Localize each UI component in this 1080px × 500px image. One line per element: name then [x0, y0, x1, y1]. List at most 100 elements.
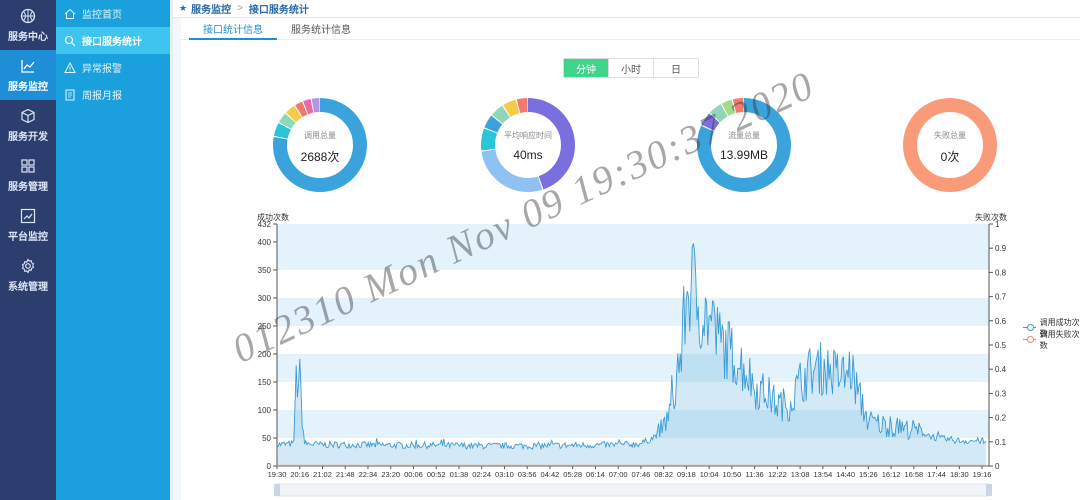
x-tick-label: 20:16	[290, 470, 309, 479]
donut-segment-0[interactable]	[697, 98, 791, 192]
donut-value: 2688次	[300, 150, 340, 164]
donut-segment-1[interactable]	[481, 98, 575, 192]
x-tick-label: 08:32	[654, 470, 673, 479]
legend-item-failure[interactable]: 调用失败次数	[1023, 330, 1080, 350]
trend-plot[interactable]: 0 50 100 150 200 250 300 350 400 432 0 0.1 0.2 0.3 0.4…	[181, 210, 1080, 500]
x-tick-label: 04:42	[541, 470, 560, 479]
granularity-day-button[interactable]: 日	[671, 64, 681, 76]
success-series-line[interactable]	[276, 243, 987, 451]
x-tick-label: 16:12	[882, 470, 901, 479]
rail-item-system-manage[interactable]: 系统管理	[0, 250, 56, 300]
success-series-area	[277, 243, 987, 466]
submenu-item-report[interactable]: 周报月报	[56, 81, 170, 108]
rail-item-service-center[interactable]: 服务中心	[0, 0, 56, 50]
zoom-slider-track[interactable]	[276, 483, 990, 497]
legend-label: 调用成功次数	[1039, 318, 1080, 338]
right-tick-label: 0.8	[995, 268, 1007, 277]
left-tick-label: 400	[258, 238, 272, 247]
tab-bar: 接口统计信息 服务统计信息	[181, 18, 1080, 40]
x-tick-label: 01:38	[450, 470, 469, 479]
x-tick-label: 05:28	[563, 470, 582, 479]
report-icon	[64, 89, 76, 101]
donut-total-failures: 失败总量 0次	[895, 90, 1005, 200]
secondary-nav: 监控首页 接口服务统计 异常报警 周报月报	[56, 0, 170, 500]
rail-item-platform-monitor[interactable]: 平台监控	[0, 200, 56, 250]
right-tick-label: 0.1	[995, 438, 1007, 447]
legend-item-success[interactable]: 调用成功次数	[1023, 318, 1080, 338]
right-axis-title: 失败次数	[975, 213, 1007, 222]
x-tick-label: 19:30	[268, 470, 287, 479]
right-tick-label: 0.6	[995, 317, 1007, 326]
donut-total-calls: 调用总量 2688次	[265, 90, 375, 200]
rail-item-label: 服务中心	[8, 31, 48, 43]
right-tick-label: 0.3	[995, 389, 1007, 398]
donut-label: 平均响应时间	[504, 131, 552, 140]
legend-label: 调用失败次数	[1039, 330, 1080, 350]
donut-label: 流量总量	[728, 131, 760, 140]
rail-item-label: 服务监控	[8, 81, 48, 93]
right-tick-label: 0.5	[995, 341, 1007, 350]
left-tick-label: 350	[258, 266, 272, 275]
line-chart-icon	[20, 58, 36, 74]
x-tick-label: 00:52	[427, 470, 446, 479]
breadcrumb-current: 接口服务统计	[248, 5, 309, 16]
legend-marker	[1023, 324, 1036, 332]
left-tick-label: 250	[258, 322, 272, 331]
call-trend-chart: 成功次数 失败次数 0 50 100 150 200 250 300 350 400 432 0 0.…	[181, 210, 1080, 500]
right-tick-label: 0.9	[995, 244, 1007, 253]
zoom-slider-handle-left[interactable]	[274, 484, 280, 496]
donut-ring	[903, 98, 997, 192]
donut-segment-0[interactable]	[903, 98, 997, 192]
x-tick-label: 13:54	[813, 470, 832, 479]
donut-segment-2[interactable]	[481, 98, 575, 192]
x-tick-label: 21:48	[336, 470, 355, 479]
submenu-item-interface-stats[interactable]: 接口服务统计	[56, 27, 170, 54]
left-tick-label: 0	[267, 462, 272, 471]
x-tick-label: 23:20	[381, 470, 400, 479]
donut-avg-response: 平均响应时间 40ms	[473, 90, 583, 200]
grid-band	[277, 353, 989, 382]
donut-segment-0[interactable]	[273, 98, 367, 192]
chart-legend: 调用成功次数 调用失败次数	[1023, 318, 1080, 350]
basketball-icon	[20, 8, 36, 24]
tab-interface-stats[interactable]: 接口统计信息	[189, 18, 277, 40]
donut-ring	[481, 98, 575, 192]
grid-icon	[20, 158, 36, 174]
breadcrumb: ★ 服务监控 > 接口服务统计	[173, 0, 1080, 18]
cube-icon	[20, 108, 36, 124]
x-tick-label: 21:02	[313, 470, 332, 479]
home-icon	[64, 8, 76, 20]
tab-service-stats[interactable]: 服务统计信息	[291, 25, 351, 36]
x-tick-label: 00:06	[404, 470, 423, 479]
submenu-item-alarm[interactable]: 异常报警	[56, 54, 170, 81]
star-icon: ★	[179, 3, 188, 13]
breadcrumb-parent[interactable]: 服务监控	[191, 5, 232, 16]
right-tick-label: 0.2	[995, 414, 1007, 423]
submenu-item-monitor-home[interactable]: 监控首页	[56, 0, 170, 27]
x-tick-label: 06:14	[586, 470, 605, 479]
left-tick-label: 200	[258, 350, 272, 359]
granularity-hour-button[interactable]: 小时	[609, 59, 654, 77]
grid-band	[277, 224, 989, 242]
rail-item-label: 服务开发	[8, 131, 48, 143]
x-tick-label: 09:18	[677, 470, 696, 479]
monitor-chart-icon	[20, 208, 36, 224]
breadcrumb-separator: >	[237, 3, 243, 14]
granularity-minute-button[interactable]: 分钟	[564, 59, 609, 77]
legend-marker	[1023, 336, 1036, 344]
donut-label: 失败总量	[934, 131, 966, 140]
right-tick-label: 0.4	[995, 365, 1007, 374]
zoom-slider-handle-right[interactable]	[986, 484, 992, 496]
rail-item-service-dev[interactable]: 服务开发	[0, 100, 56, 150]
x-tick-label: 12:22	[768, 470, 787, 479]
x-tick-label: 07:00	[609, 470, 628, 479]
donut-value: 13.99MB	[719, 148, 769, 162]
rail-item-service-manage[interactable]: 服务管理	[0, 150, 56, 200]
warning-icon	[64, 61, 76, 74]
content-area: 接口统计信息 服务统计信息 分钟 小时 日 调用总量 2688次 平均响应时间 …	[181, 18, 1080, 500]
left-tick-label: 100	[258, 406, 272, 415]
donut-segment-0[interactable]	[481, 98, 575, 192]
rail-item-service-monitor[interactable]: 服务监控	[0, 50, 56, 100]
submenu-item-label: 接口服务统计	[82, 37, 142, 48]
right-tick-label: 0	[995, 462, 1000, 471]
